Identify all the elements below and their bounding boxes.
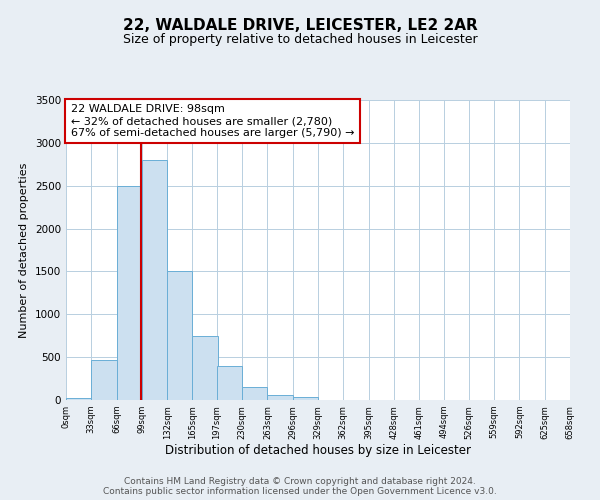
Bar (293, 398, 318, 400)
Bar (217, 366, 242, 400)
Text: Contains HM Land Registry data © Crown copyright and database right 2024.: Contains HM Land Registry data © Crown c… (124, 477, 476, 486)
Text: 22 WALDALE DRIVE: 98sqm
← 32% of detached houses are smaller (2,780)
67% of semi: 22 WALDALE DRIVE: 98sqm ← 32% of detache… (71, 104, 355, 138)
Bar (116, 186, 142, 400)
Text: Size of property relative to detached houses in Leicester: Size of property relative to detached ho… (122, 32, 478, 46)
Text: Contains public sector information licensed under the Open Government Licence v3: Contains public sector information licen… (103, 487, 497, 496)
Bar (193, 336, 218, 400)
Bar (66, 398, 91, 400)
Bar (268, 395, 293, 400)
Bar (142, 160, 167, 400)
Text: 22, WALDALE DRIVE, LEICESTER, LE2 2AR: 22, WALDALE DRIVE, LEICESTER, LE2 2AR (122, 18, 478, 32)
Bar (167, 272, 193, 400)
Bar (242, 387, 268, 400)
X-axis label: Distribution of detached houses by size in Leicester: Distribution of detached houses by size … (165, 444, 471, 458)
Bar (91, 360, 116, 400)
Y-axis label: Number of detached properties: Number of detached properties (19, 162, 29, 338)
